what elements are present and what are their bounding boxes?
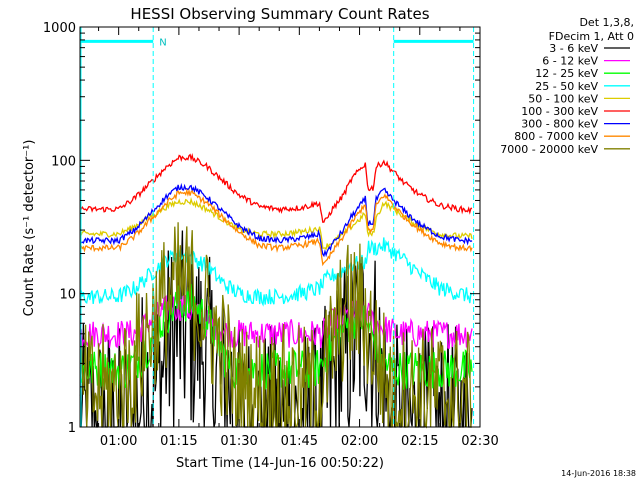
- series-line-7: [79, 188, 473, 267]
- tick-layer: 01:00 01:15 01:30 01:45 02:00 02:15 02:30 1 10 10…: [43, 21, 499, 449]
- x-tick-label: 01:15: [160, 434, 197, 449]
- y-tick-label: 1000: [43, 21, 76, 36]
- chart-title: HESSI Observing Summary Count Rates: [130, 5, 429, 23]
- legend-entry-label: 50 - 100 keV: [528, 92, 598, 105]
- x-axis-label: Start Time (14-Jun-16 00:50:22): [176, 456, 384, 471]
- annotation-layer: N: [80, 27, 475, 427]
- legend-entry-label: 300 - 800 keV: [521, 118, 598, 131]
- x-tick-label: 01:30: [220, 434, 257, 449]
- y-tick-label: 1: [68, 421, 76, 436]
- y-axis-label: Count Rate (s⁻¹ detector⁻¹): [22, 140, 37, 317]
- y-tick-label: 100: [51, 154, 76, 169]
- series-line-5: [79, 152, 473, 223]
- legend-entry-label: 12 - 25 keV: [535, 67, 598, 80]
- footer-timestamp: 14-Jun-2016 18:38: [561, 469, 636, 478]
- x-tick-label: 02:00: [341, 434, 378, 449]
- x-tick-label: 01:45: [281, 434, 318, 449]
- legend-header-line: FDecim 1, Att 0: [549, 30, 634, 43]
- series-line-6: [79, 182, 473, 258]
- plot-frame: [79, 26, 481, 428]
- x-tick-label: 02:15: [401, 434, 438, 449]
- mode-segment-label: N: [159, 37, 166, 48]
- legend-entry-label: 3 - 6 keV: [549, 42, 598, 55]
- legend-entry-label: 25 - 50 keV: [535, 80, 598, 93]
- legend-entry-label: 7000 - 20000 keV: [500, 143, 598, 156]
- legend-entry-label: 6 - 12 keV: [542, 55, 598, 68]
- legend-entry-label: 800 - 7000 keV: [514, 130, 598, 143]
- series-line-1: [79, 295, 473, 349]
- x-tick-label: 01:00: [100, 434, 137, 449]
- legend-header-line: Det 1,3,8,: [579, 16, 634, 29]
- x-tick-label: 02:30: [461, 434, 498, 449]
- y-tick-label: 10: [59, 288, 76, 303]
- series-line-3: [79, 237, 473, 307]
- legend-entry-label: 100 - 300 keV: [521, 105, 598, 118]
